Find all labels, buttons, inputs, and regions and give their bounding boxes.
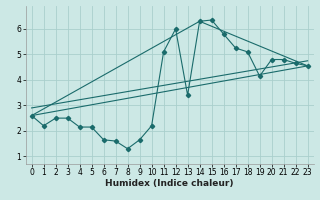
X-axis label: Humidex (Indice chaleur): Humidex (Indice chaleur)	[105, 179, 234, 188]
